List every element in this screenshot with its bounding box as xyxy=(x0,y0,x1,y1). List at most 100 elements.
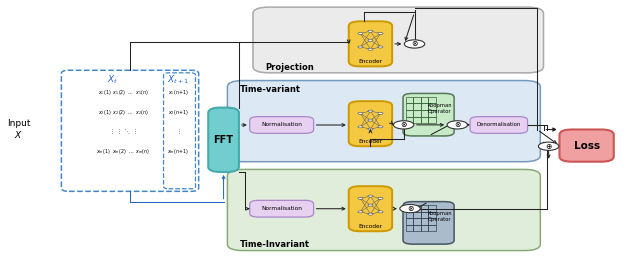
FancyBboxPatch shape xyxy=(250,200,314,217)
FancyBboxPatch shape xyxy=(403,202,454,244)
Text: Encoder: Encoder xyxy=(358,224,383,229)
Bar xyxy=(413,212,421,218)
Circle shape xyxy=(400,204,420,213)
Text: $x_2(n\!+\!1)$: $x_2(n\!+\!1)$ xyxy=(168,108,189,117)
Text: Koopman
Operator: Koopman Operator xyxy=(428,103,452,114)
Circle shape xyxy=(358,112,363,114)
Text: Time-Invariant: Time-Invariant xyxy=(240,240,310,249)
Text: $x_1(1)$  $x_1(2)$  $\ldots$  $x_1(n)$: $x_1(1)$ $x_1(2)$ $\ldots$ $x_1(n)$ xyxy=(98,88,148,97)
Circle shape xyxy=(368,128,373,130)
Circle shape xyxy=(368,195,373,197)
Bar xyxy=(413,117,421,123)
Bar xyxy=(428,103,436,110)
Circle shape xyxy=(358,126,363,128)
Bar xyxy=(421,103,428,110)
Bar xyxy=(413,110,421,117)
Bar xyxy=(428,225,436,231)
Text: $X_{t+1}$: $X_{t+1}$ xyxy=(167,73,189,85)
Circle shape xyxy=(368,119,373,121)
FancyBboxPatch shape xyxy=(403,93,454,136)
Text: Encoder: Encoder xyxy=(358,139,383,144)
Bar xyxy=(406,110,413,117)
Circle shape xyxy=(378,46,383,48)
Circle shape xyxy=(378,126,383,128)
Text: ⊗: ⊗ xyxy=(412,39,418,48)
Circle shape xyxy=(368,48,373,50)
Text: Koopman
Operator: Koopman Operator xyxy=(428,211,452,222)
Circle shape xyxy=(358,197,363,199)
FancyBboxPatch shape xyxy=(559,130,614,162)
Text: $x_m(1)$  $x_m(2)$  $\ldots$  $x_m(n)$: $x_m(1)$ $x_m(2)$ $\ldots$ $x_m(n)$ xyxy=(96,147,150,156)
Bar xyxy=(421,117,428,123)
Circle shape xyxy=(368,213,373,215)
Bar xyxy=(428,212,436,218)
FancyBboxPatch shape xyxy=(349,21,392,66)
Bar xyxy=(406,97,413,103)
Circle shape xyxy=(358,46,363,48)
Bar xyxy=(406,218,413,225)
Circle shape xyxy=(368,30,373,32)
Bar xyxy=(413,103,421,110)
Circle shape xyxy=(358,211,363,213)
Bar xyxy=(413,218,421,225)
Circle shape xyxy=(368,39,373,41)
Text: Encoder: Encoder xyxy=(358,59,383,64)
Text: Input
$X$: Input $X$ xyxy=(7,119,30,140)
Bar xyxy=(406,103,413,110)
FancyBboxPatch shape xyxy=(470,117,527,133)
Bar xyxy=(421,225,428,231)
Text: $x_2(1)$  $x_2(2)$  $\ldots$  $x_2(n)$: $x_2(1)$ $x_2(2)$ $\ldots$ $x_2(n)$ xyxy=(98,108,148,117)
Bar xyxy=(421,218,428,225)
Text: Time-variant: Time-variant xyxy=(240,85,301,94)
Text: ⊗: ⊗ xyxy=(454,120,461,129)
FancyBboxPatch shape xyxy=(253,7,543,73)
Circle shape xyxy=(378,32,383,34)
Bar xyxy=(406,205,413,212)
Bar xyxy=(413,205,421,212)
Text: $\vdots$  $\vdots$  $\ddots$  $\vdots$: $\vdots$ $\vdots$ $\ddots$ $\vdots$ xyxy=(109,128,137,136)
Text: Denormalisation: Denormalisation xyxy=(477,123,521,127)
Circle shape xyxy=(404,40,425,48)
Text: ⊗: ⊗ xyxy=(407,204,413,213)
Text: FFT: FFT xyxy=(214,135,234,145)
Text: $x_1(n\!+\!1)$: $x_1(n\!+\!1)$ xyxy=(168,88,189,97)
Text: Projection: Projection xyxy=(266,63,314,72)
Bar xyxy=(428,218,436,225)
Bar xyxy=(406,225,413,231)
FancyBboxPatch shape xyxy=(61,70,198,191)
Circle shape xyxy=(538,142,559,150)
Circle shape xyxy=(378,112,383,114)
Text: Normalisation: Normalisation xyxy=(261,206,302,211)
Circle shape xyxy=(378,197,383,199)
Bar xyxy=(413,97,421,103)
Text: Loss: Loss xyxy=(573,141,600,150)
Circle shape xyxy=(394,121,414,129)
FancyBboxPatch shape xyxy=(250,117,314,133)
Circle shape xyxy=(447,121,467,129)
FancyBboxPatch shape xyxy=(227,169,540,250)
Circle shape xyxy=(368,110,373,112)
FancyBboxPatch shape xyxy=(227,81,540,162)
FancyBboxPatch shape xyxy=(208,107,239,172)
Text: $\vdots$: $\vdots$ xyxy=(176,128,180,136)
Circle shape xyxy=(358,32,363,34)
Circle shape xyxy=(378,211,383,213)
Circle shape xyxy=(368,204,373,206)
FancyBboxPatch shape xyxy=(349,101,392,146)
Bar xyxy=(428,117,436,123)
Text: ⊗: ⊗ xyxy=(401,120,407,129)
Bar xyxy=(421,205,428,212)
Bar xyxy=(421,97,428,103)
Bar xyxy=(421,110,428,117)
Text: Normalisation: Normalisation xyxy=(261,123,302,127)
Text: $X_t$: $X_t$ xyxy=(107,73,118,85)
Bar xyxy=(406,117,413,123)
Bar xyxy=(428,205,436,212)
Text: $x_m(n\!+\!1)$: $x_m(n\!+\!1)$ xyxy=(167,147,189,156)
Text: ⊕: ⊕ xyxy=(545,142,552,151)
Bar xyxy=(421,212,428,218)
FancyBboxPatch shape xyxy=(164,73,195,189)
Bar xyxy=(428,97,436,103)
FancyBboxPatch shape xyxy=(349,186,392,231)
Bar xyxy=(428,110,436,117)
